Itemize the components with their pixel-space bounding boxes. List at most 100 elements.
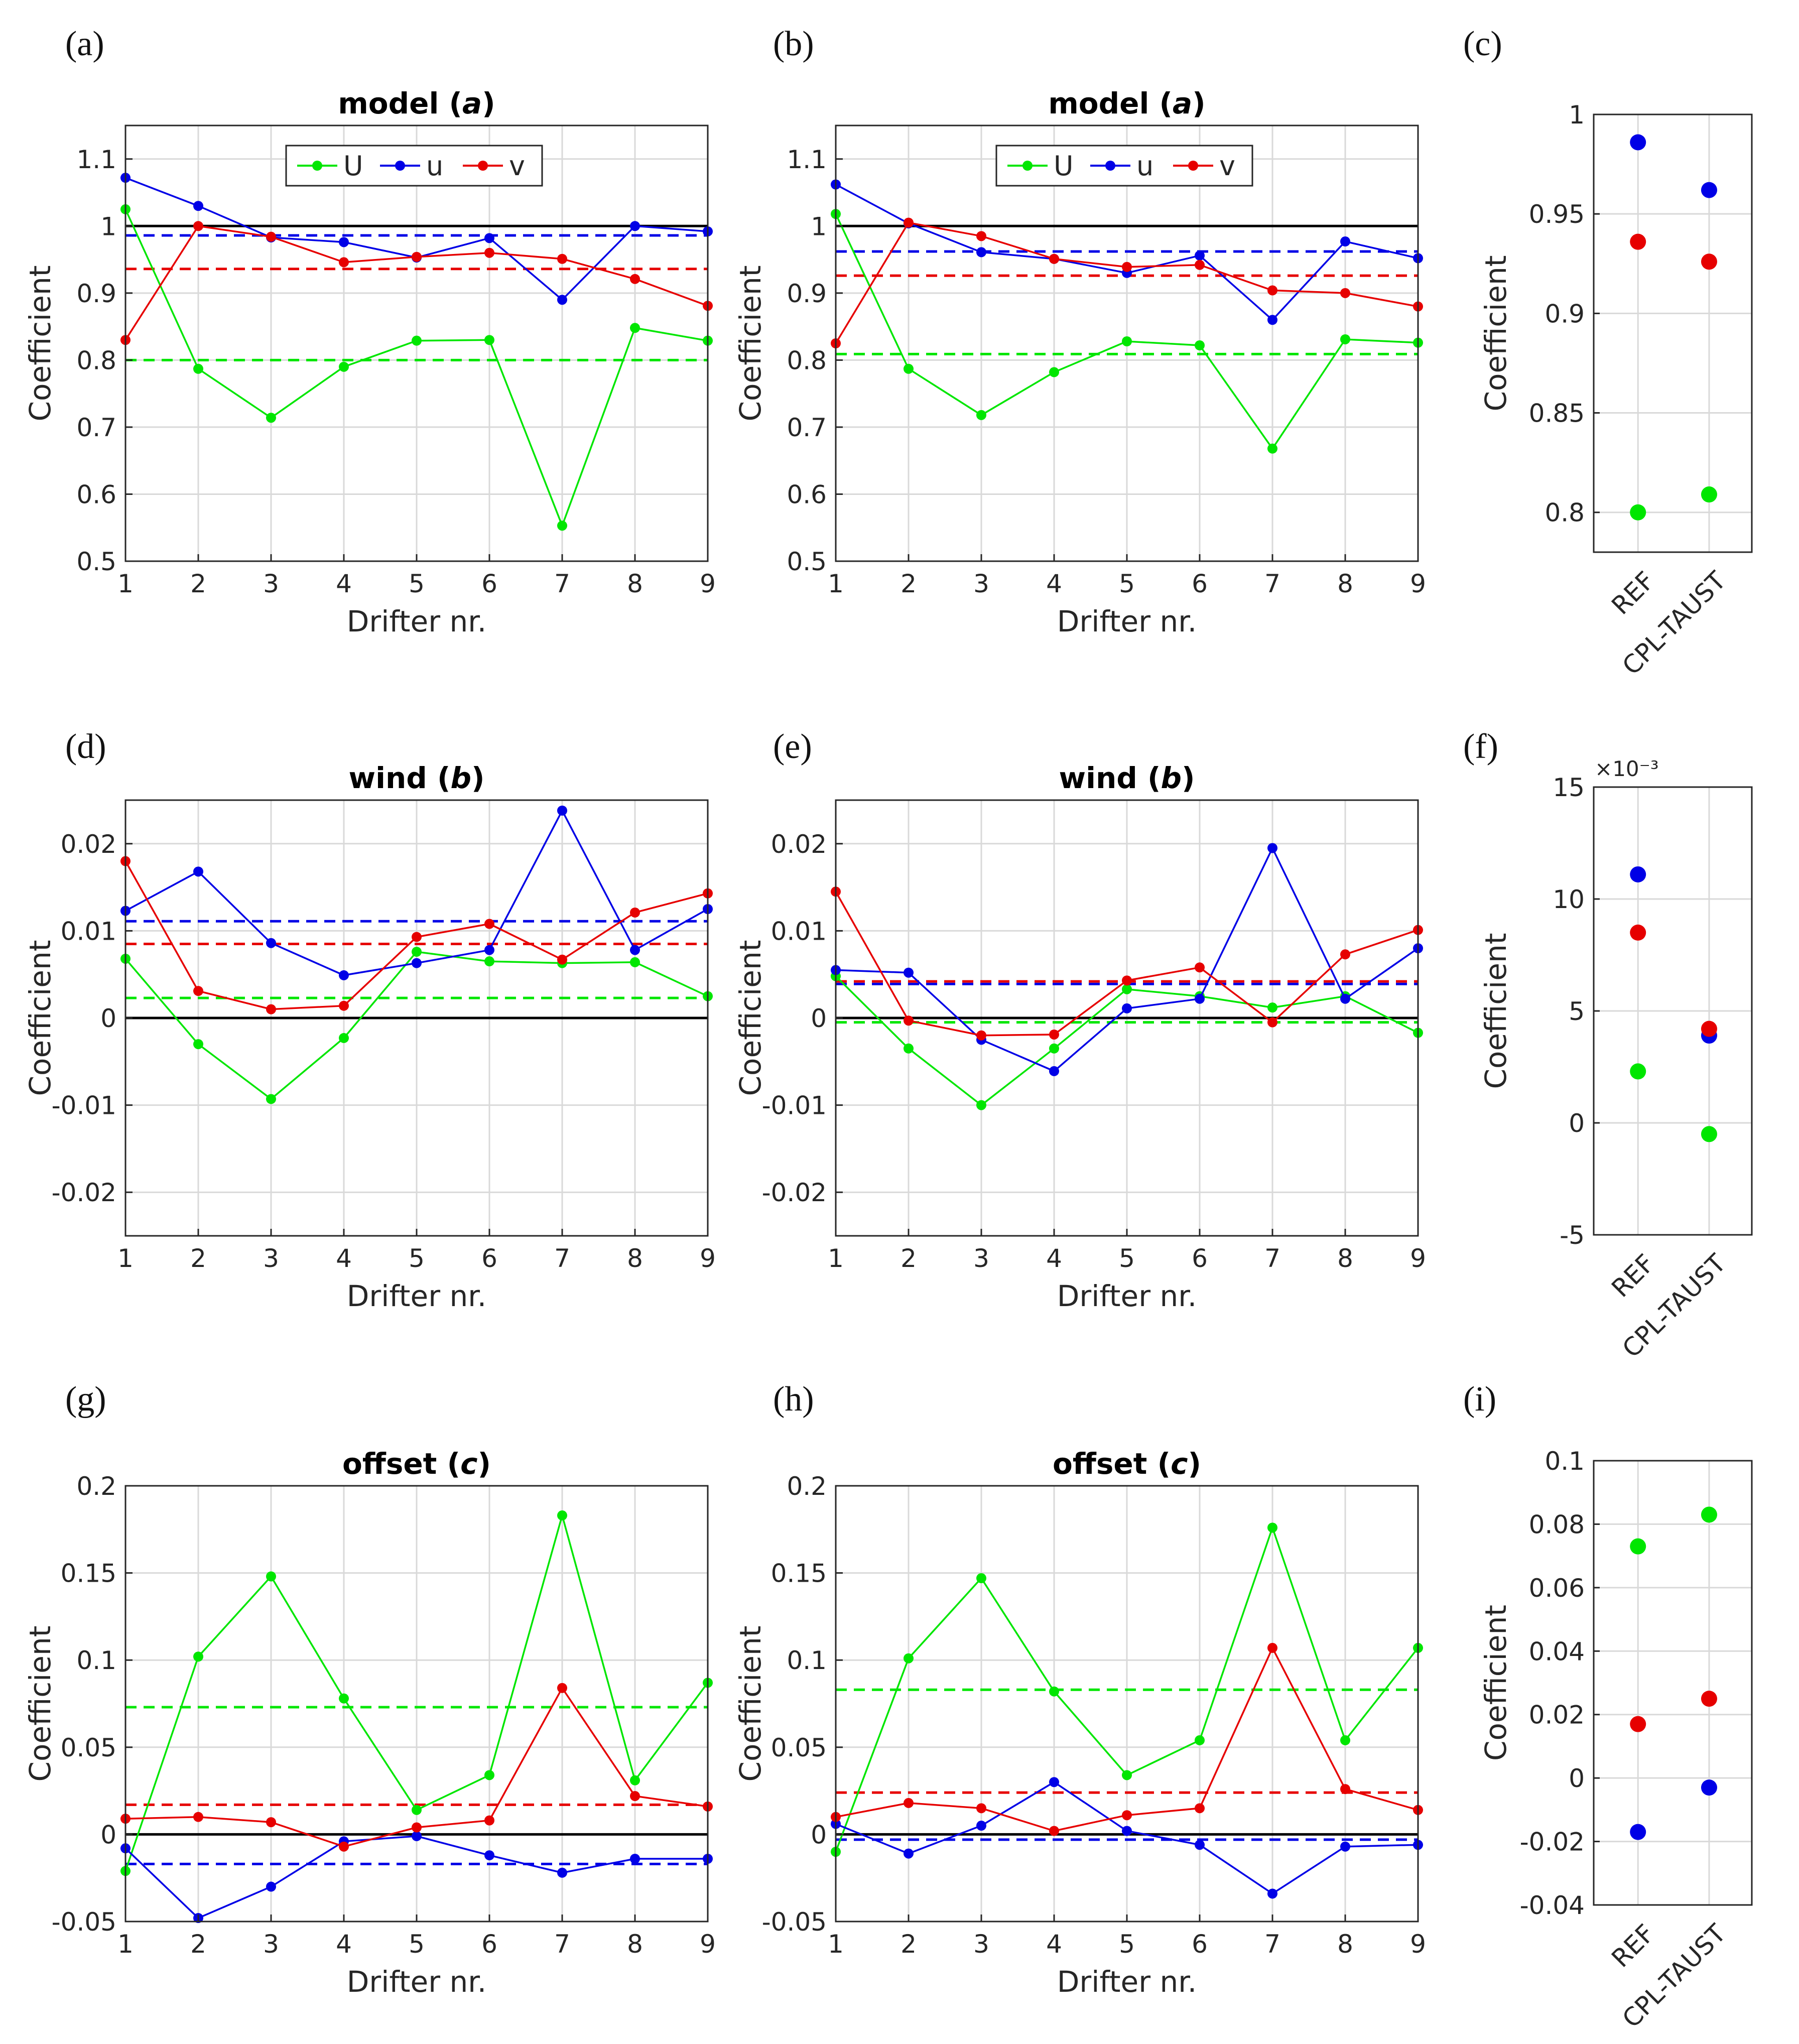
point-v	[976, 1030, 986, 1041]
x-tick-label: 8	[1337, 1244, 1353, 1273]
y-tick-label: 0.06	[1529, 1574, 1585, 1603]
legend-label-u: u	[1136, 150, 1153, 182]
y-tick-label: 0.8	[787, 346, 827, 375]
x-tick-label: 5	[409, 1930, 425, 1959]
point-U	[193, 1651, 203, 1662]
y-tick-label: 0.1	[1545, 1447, 1585, 1476]
point-u	[1340, 236, 1350, 247]
y-tick-label: 0	[811, 1004, 827, 1033]
point-v	[1267, 1017, 1277, 1028]
point-U	[412, 1805, 422, 1815]
title-close: )	[1188, 1447, 1202, 1481]
point-U	[1049, 1043, 1059, 1054]
chart-title: wind (b)	[1059, 761, 1195, 795]
point-u	[484, 945, 494, 955]
x-tick-label: 4	[1046, 1244, 1062, 1273]
point-U	[1630, 504, 1646, 521]
legend-marker-u	[395, 161, 405, 171]
x-tick-label: 5	[409, 569, 425, 598]
title-word: model (	[338, 86, 462, 120]
point-v	[1630, 233, 1646, 250]
x-tick-label: 2	[190, 1930, 206, 1959]
y-tick-label: 0.6	[76, 480, 116, 509]
legend-marker-U	[312, 161, 322, 171]
y-tick-label: 0.01	[771, 917, 827, 946]
x-tick-label: 9	[700, 1930, 716, 1959]
title-param: c	[1171, 1447, 1188, 1481]
x-tick-label: 1	[117, 569, 134, 598]
x-tick-label: 8	[1337, 1930, 1353, 1959]
point-u	[1122, 1003, 1132, 1013]
point-v	[1340, 949, 1350, 960]
y-tick-label: 0.2	[76, 1472, 116, 1501]
x-tick-label: 3	[973, 1930, 989, 1959]
y-axis-label: Coefficient	[733, 1626, 767, 1782]
y-tick-label: 0.1	[76, 1646, 116, 1675]
point-v	[1122, 262, 1132, 272]
title-word: wind (	[348, 761, 450, 795]
y-tick-label: -0.04	[1520, 1891, 1585, 1920]
point-u	[1267, 1888, 1277, 1899]
point-v	[976, 231, 986, 241]
point-u	[904, 1848, 914, 1859]
y-axis-label: Coefficient	[1479, 1605, 1513, 1761]
x-tick-label: 2	[901, 569, 917, 598]
point-v	[1340, 1784, 1350, 1795]
point-v	[1195, 962, 1205, 973]
y-tick-label: 0	[100, 1004, 116, 1033]
x-tick-label: 1	[117, 1930, 134, 1959]
point-v	[630, 1791, 640, 1802]
panel-label: (b)	[773, 25, 814, 63]
title-word: offset (	[1053, 1447, 1171, 1481]
y-tick-label: 0.9	[76, 279, 116, 308]
chart-title: model (a)	[1048, 86, 1205, 120]
point-v	[484, 247, 494, 258]
point-u	[557, 1867, 567, 1878]
x-tick-label: 3	[263, 569, 279, 598]
point-U	[904, 363, 914, 374]
point-v	[557, 954, 567, 965]
x-tick-label: 9	[1410, 1930, 1426, 1959]
x-tick-label: 6	[481, 569, 497, 598]
point-U	[976, 410, 986, 420]
x-tick-label: 4	[1046, 1930, 1062, 1959]
x-axis-label: Drifter nr.	[347, 1279, 486, 1313]
x-tick-label: 8	[627, 1930, 643, 1959]
x-tick-label: 8	[627, 1244, 643, 1273]
point-v	[904, 1798, 914, 1808]
axis-multiplier: ×10⁻³	[1595, 756, 1659, 781]
point-U	[630, 323, 640, 333]
point-U	[630, 957, 640, 967]
y-axis-label: Coefficient	[23, 940, 57, 1096]
point-u	[630, 1854, 640, 1864]
x-tick-label: 7	[554, 1930, 570, 1959]
legend-label-u: u	[426, 150, 443, 182]
point-v	[1630, 924, 1646, 941]
y-tick-label: 0.02	[1529, 1701, 1585, 1730]
point-v	[484, 919, 494, 929]
legend-marker-v	[478, 161, 488, 171]
point-U	[1122, 1770, 1132, 1780]
point-v	[1701, 1020, 1717, 1037]
y-tick-label: 0.85	[1529, 399, 1585, 428]
point-U	[976, 1100, 986, 1110]
y-tick-label: -0.02	[1520, 1828, 1585, 1857]
x-tick-label: 5	[1119, 1244, 1135, 1273]
point-v	[1049, 253, 1059, 264]
y-tick-label: -0.01	[52, 1091, 116, 1120]
point-U	[1701, 486, 1717, 503]
point-u	[193, 866, 203, 877]
y-axis-label: Coefficient	[1479, 933, 1513, 1089]
x-tick-label: 5	[1119, 569, 1135, 598]
x-tick-label: 7	[554, 1244, 570, 1273]
panel-label: (h)	[773, 1380, 814, 1419]
point-u	[1340, 993, 1350, 1004]
legend-label-v: v	[1219, 150, 1235, 182]
point-U	[630, 1775, 640, 1785]
point-U	[1630, 1538, 1646, 1555]
point-v	[1122, 975, 1132, 986]
point-U	[339, 1033, 349, 1043]
y-tick-label: 0.05	[771, 1733, 827, 1762]
